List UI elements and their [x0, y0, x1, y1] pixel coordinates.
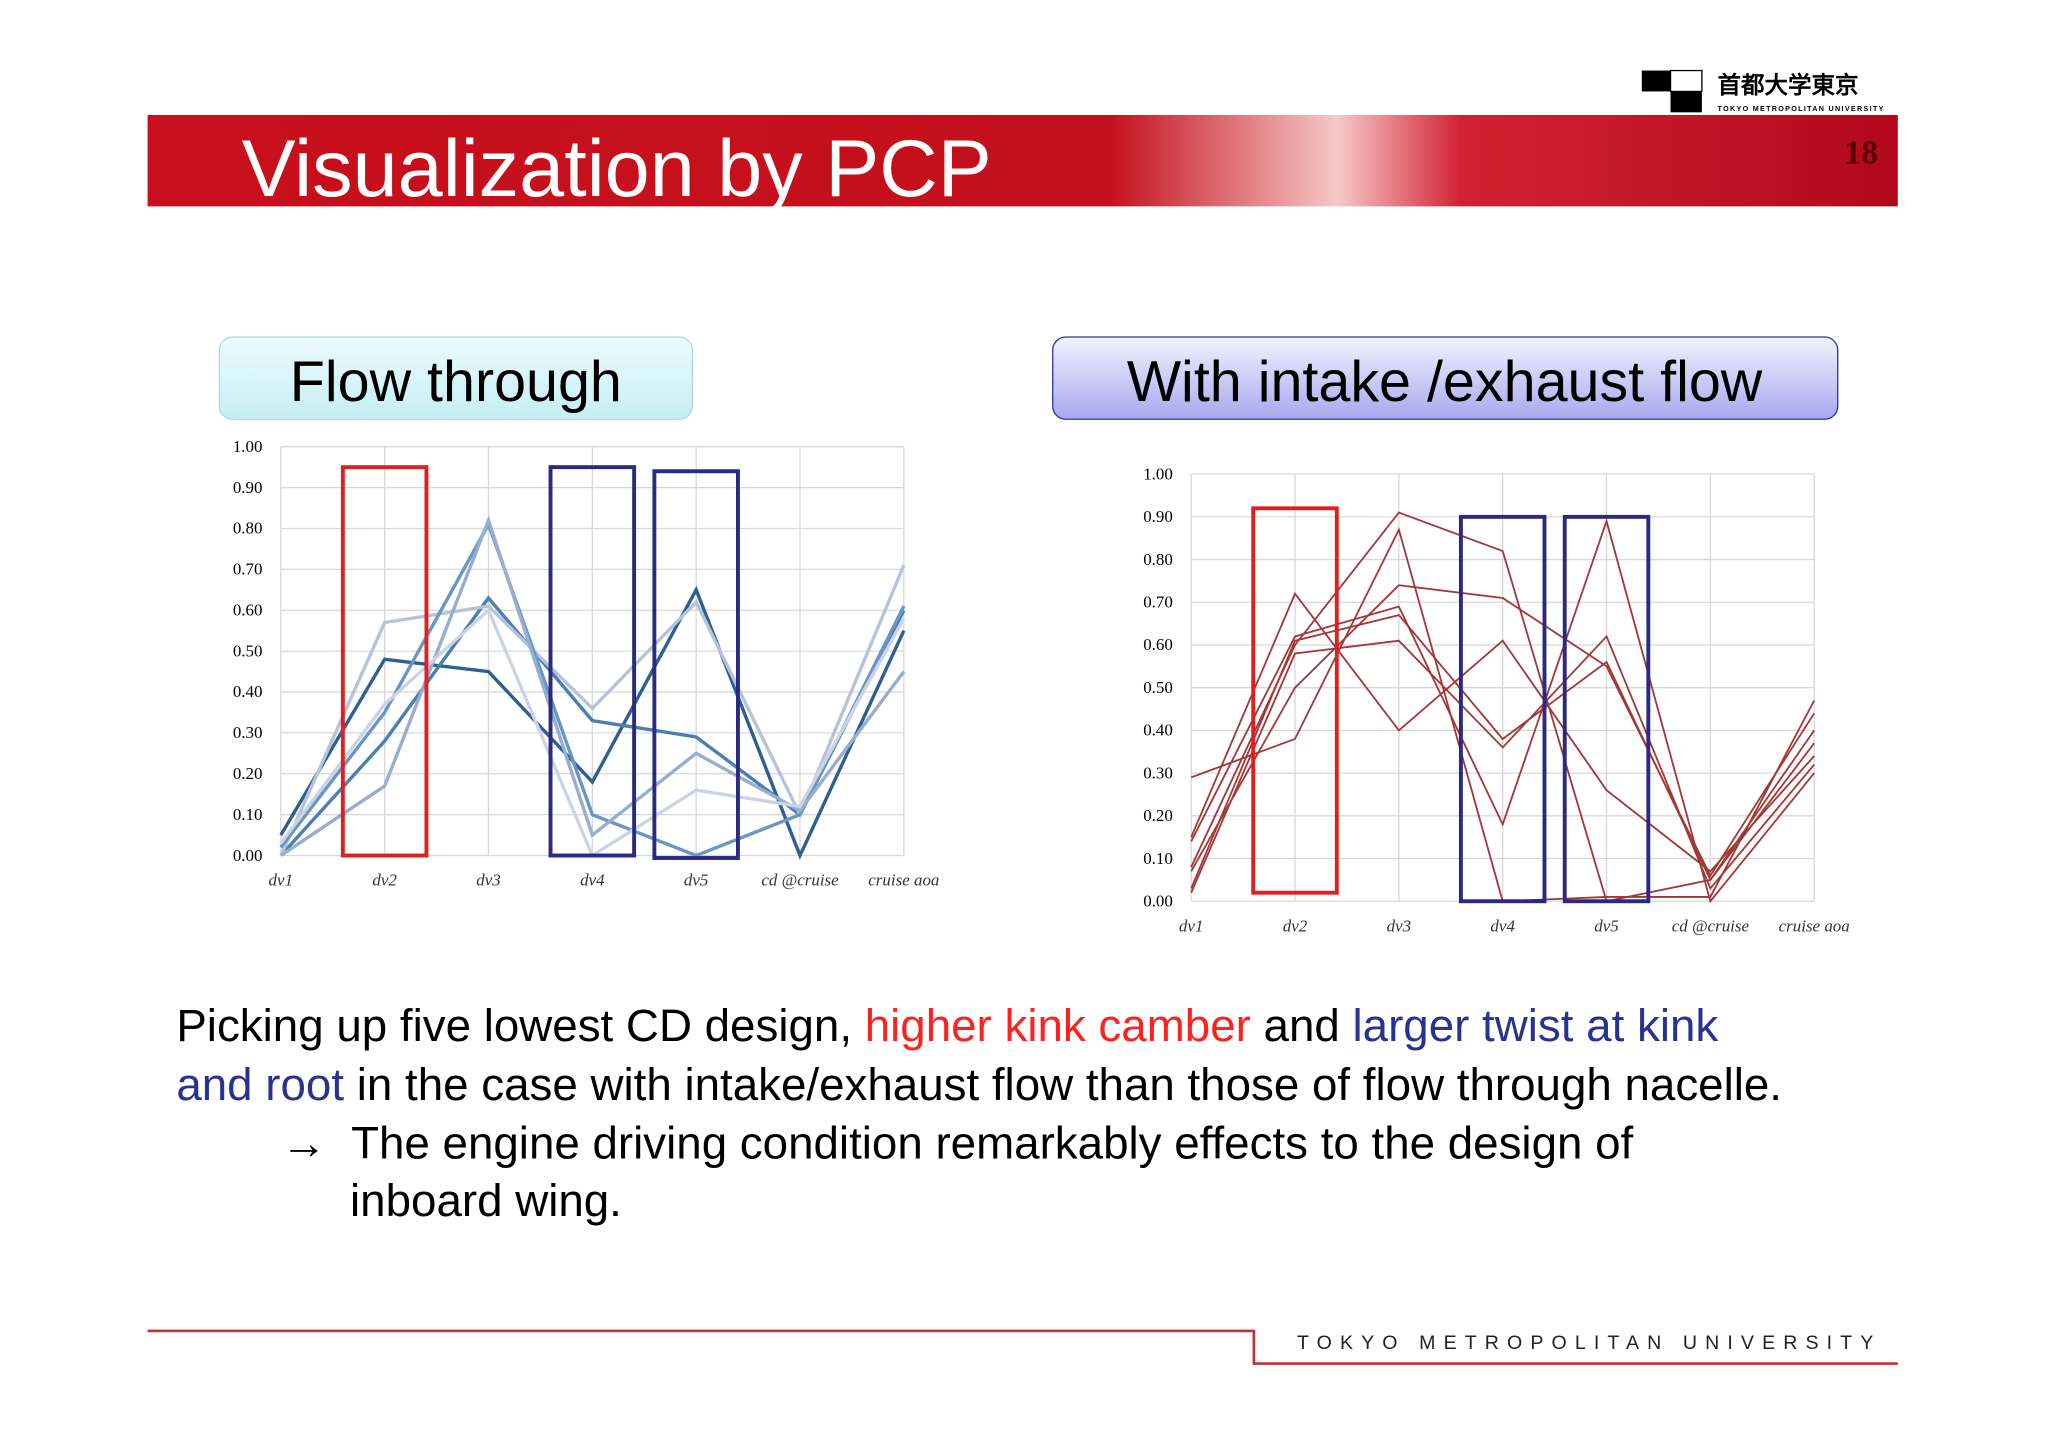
x-tick-label: dv4 [580, 871, 605, 890]
y-tick-label: 0.80 [233, 519, 263, 538]
logo-block [1670, 91, 1702, 113]
highlight-box [652, 469, 740, 860]
pcp-chart: 0.00 0.10 0.20 0.30 0.40 0.50 0.60 0.70 0.80 0.90… [1143, 464, 1850, 935]
chart-title: Flow through [290, 350, 622, 414]
chart-title-box [218, 336, 693, 420]
highlight-box [1562, 514, 1651, 904]
highlight-box [340, 465, 429, 858]
y-tick-label: 0.00 [233, 846, 263, 865]
x-tick-label: dv5 [1594, 916, 1619, 935]
y-tick-label: 0.00 [1143, 891, 1173, 910]
x-tick-label: cd @cruise [761, 871, 839, 890]
highlight-box [1458, 514, 1547, 904]
logo-block [1669, 69, 1703, 93]
y-tick-label: 0.40 [233, 682, 263, 701]
footer-text: TOKYO METROPOLITAN UNIVERSITY [1297, 1332, 1881, 1354]
pcp-line [279, 520, 906, 858]
x-tick-label: dv5 [684, 871, 709, 890]
highlight-red: higher kink camber [865, 1000, 1251, 1051]
y-tick-label: 0.10 [1143, 849, 1173, 868]
slide-title: Visualization by PCP [242, 124, 992, 214]
y-tick-label: 0.40 [1143, 721, 1173, 740]
body-line: Picking up five lowest CD design, higher… [176, 1000, 1718, 1051]
y-tick-label: 0.50 [1143, 678, 1173, 697]
y-tick-label: 0.60 [1143, 635, 1173, 654]
x-tick-label: cruise aoa [868, 871, 939, 890]
body-text: and [1251, 1000, 1353, 1051]
highlight-blue: larger twist at kink [1353, 1000, 1719, 1051]
body-line: → The engine driving condition remarkabl… [281, 1118, 1634, 1169]
title-banner [147, 114, 1898, 207]
highlight-box [548, 465, 637, 858]
x-tick-label: dv1 [1179, 916, 1204, 935]
pcp-line [279, 515, 906, 857]
logo: 首都大学東京 TOKYO METROPOLITAN UNIVERSITY [1641, 69, 1885, 113]
y-tick-label: 1.00 [1143, 464, 1173, 483]
logo-subtext: TOKYO METROPOLITAN UNIVERSITY [1718, 105, 1885, 113]
x-tick-label: dv3 [476, 871, 501, 890]
y-tick-label: 0.90 [233, 478, 263, 497]
pcp-line [1190, 518, 1815, 904]
chart-title: With intake /exhaust flow [1127, 350, 1763, 414]
pcp-line [1190, 634, 1815, 894]
y-tick-label: 0.60 [233, 600, 263, 619]
y-tick-label: 0.30 [1143, 763, 1173, 782]
y-tick-label: 0.20 [1143, 806, 1173, 825]
highlight-blue: and root [176, 1059, 344, 1110]
x-tick-label: dv2 [372, 871, 397, 890]
y-tick-label: 0.20 [233, 764, 263, 783]
x-tick-label: cruise aoa [1779, 916, 1850, 935]
x-tick-label: dv1 [269, 871, 294, 890]
x-tick-label: cd @cruise [1672, 916, 1750, 935]
pcp-line [279, 585, 906, 860]
body-line: inboard wing. [350, 1175, 622, 1226]
x-tick-label: dv2 [1283, 916, 1308, 935]
logo-text: 首都大学東京 [1718, 71, 1859, 98]
x-tick-label: dv3 [1387, 916, 1412, 935]
y-tick-label: 0.70 [1143, 592, 1173, 611]
pcp-line [1190, 614, 1815, 889]
y-tick-label: 0.30 [233, 723, 263, 742]
page-number: 18 [1844, 134, 1878, 171]
body-text: Picking up five lowest CD design, [176, 1000, 864, 1051]
y-tick-label: 0.80 [1143, 550, 1173, 569]
y-tick-label: 0.50 [233, 641, 263, 660]
body-line: and root in the case with intake/exhaust… [176, 1059, 1782, 1110]
chart-title-box [1052, 336, 1839, 420]
footer-rule [147, 1329, 1898, 1365]
y-tick-label: 0.70 [233, 560, 263, 579]
pcp-chart: 0.00 0.10 0.20 0.30 0.40 0.50 0.60 0.70 0.80 0.90… [233, 437, 940, 890]
logo-block [1641, 70, 1671, 92]
y-tick-label: 0.10 [233, 805, 263, 824]
pcp-line [1190, 591, 1815, 873]
highlight-box [1251, 506, 1339, 895]
pcp-line [1190, 584, 1815, 878]
body-text: in the case with intake/exhaust flow tha… [344, 1059, 1782, 1110]
x-tick-label: dv4 [1490, 916, 1515, 935]
y-tick-label: 1.00 [233, 437, 263, 456]
y-tick-label: 0.90 [1143, 507, 1173, 526]
